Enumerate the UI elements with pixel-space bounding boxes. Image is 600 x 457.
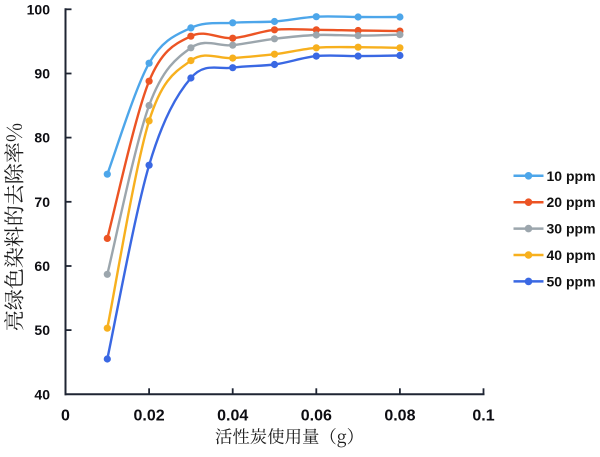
svg-text:50: 50: [34, 322, 50, 338]
svg-text:20 ppm: 20 ppm: [547, 194, 596, 210]
svg-text:0: 0: [61, 408, 70, 425]
svg-text:90: 90: [34, 66, 50, 82]
svg-text:70: 70: [34, 194, 50, 210]
svg-text:0.1: 0.1: [472, 408, 494, 425]
svg-text:100: 100: [27, 1, 51, 17]
svg-text:50 ppm: 50 ppm: [547, 273, 596, 289]
svg-text:60: 60: [34, 258, 50, 274]
svg-text:30 ppm: 30 ppm: [547, 221, 596, 237]
svg-text:80: 80: [34, 130, 50, 146]
svg-text:0.08: 0.08: [384, 408, 415, 425]
svg-text:40: 40: [34, 386, 50, 402]
svg-text:10 ppm: 10 ppm: [547, 168, 596, 184]
svg-text:40 ppm: 40 ppm: [547, 247, 596, 263]
svg-text:0.06: 0.06: [301, 408, 332, 425]
svg-text:0.04: 0.04: [217, 408, 248, 425]
svg-text:0.02: 0.02: [134, 408, 165, 425]
